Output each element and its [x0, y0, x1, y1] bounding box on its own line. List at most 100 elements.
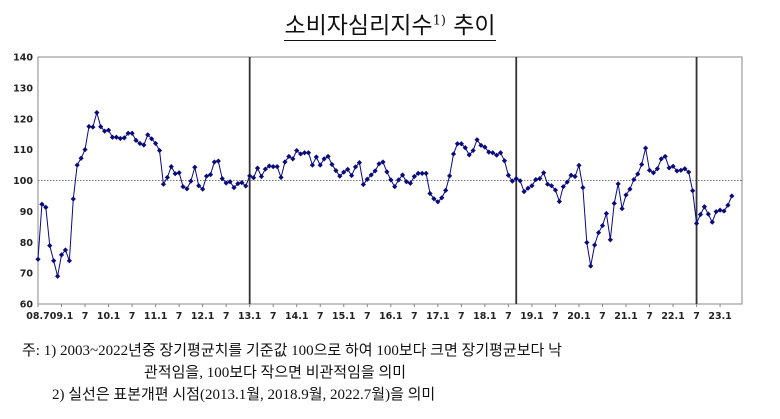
x-tick-label: 19.1 — [520, 311, 543, 322]
data-point — [458, 141, 464, 147]
data-point — [172, 171, 178, 177]
data-point — [164, 174, 170, 181]
data-point — [333, 168, 339, 174]
x-tick-label: 18.1 — [473, 311, 496, 322]
data-point — [572, 173, 578, 180]
data-point — [235, 180, 241, 187]
data-point — [490, 150, 496, 156]
x-tick-label: 7 — [599, 311, 606, 322]
data-point — [58, 252, 65, 258]
data-point — [509, 178, 515, 184]
data-point — [686, 169, 692, 175]
data-point — [121, 135, 127, 141]
x-tick-label: 7 — [364, 311, 371, 322]
x-tick-label: 7 — [646, 311, 653, 322]
data-point — [243, 183, 249, 189]
data-point — [556, 198, 562, 205]
data-point — [462, 145, 468, 151]
x-tick-label: 7 — [411, 311, 418, 322]
data-point — [701, 204, 707, 210]
data-point — [153, 140, 159, 147]
data-point — [697, 211, 704, 218]
data-point — [141, 142, 147, 148]
data-point — [533, 176, 539, 183]
data-point — [650, 170, 657, 176]
data-point — [109, 134, 116, 140]
data-point — [196, 183, 202, 189]
title-footnote-mark: 1) — [432, 13, 446, 29]
y-tick-label: 60 — [20, 300, 34, 311]
data-point — [497, 150, 504, 156]
data-point — [329, 161, 335, 168]
data-point — [486, 149, 492, 155]
data-point — [35, 256, 41, 262]
data-point — [82, 147, 88, 153]
chart-title: 소비자심리지수1) 추이 — [0, 6, 780, 41]
data-point — [552, 187, 559, 193]
data-point — [282, 159, 288, 165]
y-tick-label: 120 — [13, 114, 33, 125]
data-point — [592, 242, 598, 248]
x-tick-label: 7 — [693, 311, 700, 322]
data-point — [337, 173, 343, 179]
data-point — [156, 147, 163, 154]
data-point — [713, 209, 719, 215]
data-point — [392, 184, 398, 190]
data-point — [129, 130, 135, 136]
data-point — [86, 123, 92, 130]
data-point — [160, 181, 167, 187]
data-point — [55, 273, 61, 279]
data-point — [39, 201, 45, 207]
x-tick-label: 7 — [82, 311, 89, 322]
data-point — [646, 167, 653, 173]
data-point — [176, 170, 182, 176]
data-point — [580, 185, 586, 191]
data-point — [603, 210, 609, 217]
data-point — [356, 159, 363, 166]
data-point — [443, 187, 449, 193]
data-point — [102, 128, 108, 134]
data-point — [133, 137, 139, 143]
y-tick-label: 80 — [20, 238, 34, 249]
data-point — [294, 147, 300, 154]
data-point — [623, 192, 629, 198]
data-point — [325, 153, 331, 160]
data-point — [466, 152, 472, 158]
x-tick-label: 16.1 — [379, 311, 402, 322]
data-point — [251, 175, 257, 181]
y-tick-label: 110 — [13, 145, 33, 156]
data-point — [215, 158, 221, 164]
data-point — [454, 141, 461, 147]
x-tick-label: 15.1 — [332, 311, 355, 322]
data-point — [474, 137, 480, 143]
data-point — [227, 179, 233, 185]
data-point — [588, 263, 594, 269]
data-point — [403, 179, 410, 185]
data-point — [537, 176, 543, 182]
data-point — [113, 134, 119, 140]
data-point — [286, 153, 292, 160]
data-point — [78, 155, 84, 161]
data-point — [376, 161, 382, 167]
x-tick-label: 22.1 — [661, 311, 684, 322]
data-point — [231, 185, 237, 191]
data-point — [705, 211, 711, 217]
data-point — [341, 169, 347, 175]
footnote-1: 주: 1) 2003~2022년중 장기평균치를 기준값 100으로 하여 10… — [22, 343, 562, 359]
data-point — [693, 220, 700, 227]
data-point — [674, 168, 680, 174]
data-point — [435, 199, 441, 205]
x-tick-label: 7 — [176, 311, 183, 322]
x-tick-label: 7 — [505, 311, 512, 322]
data-point — [270, 164, 276, 170]
title-text: 소비자심리지수 — [284, 13, 433, 39]
data-point — [654, 166, 660, 172]
data-point — [450, 151, 457, 157]
x-tick-label: 20.1 — [567, 311, 590, 322]
data-point — [62, 247, 69, 253]
data-point — [384, 169, 390, 175]
data-point — [482, 144, 488, 150]
x-tick-label: 17.1 — [426, 311, 449, 322]
data-point — [521, 189, 527, 195]
footnote-1-cont: 관적임을, 100보다 작으면 비관적임을 의미 — [144, 365, 407, 381]
